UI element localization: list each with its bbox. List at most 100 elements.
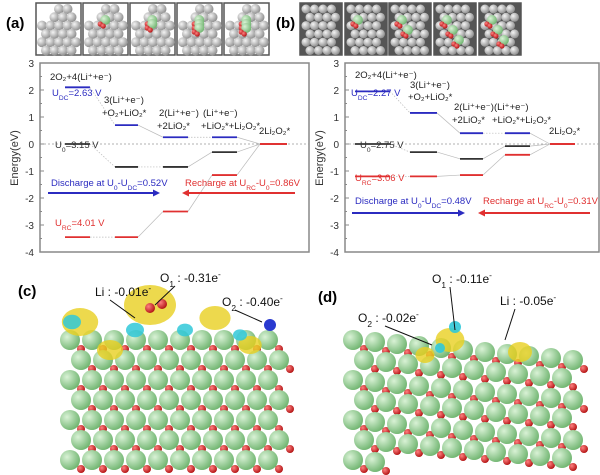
arrowhead bbox=[478, 209, 485, 217]
host-atom bbox=[506, 4, 515, 14]
structure-thumbnail bbox=[176, 2, 223, 56]
li-atom bbox=[354, 390, 374, 410]
host-atom bbox=[259, 20, 269, 31]
li-atom bbox=[453, 380, 473, 400]
y-axis-label: Energy(eV) bbox=[9, 130, 21, 186]
host-atom bbox=[403, 46, 412, 55]
host-atom bbox=[394, 46, 404, 55]
host-atom bbox=[242, 37, 252, 48]
state-label: 2Li₂O₂* bbox=[259, 126, 290, 137]
host-atom bbox=[439, 29, 449, 39]
y-tick-label: 0 bbox=[28, 140, 34, 151]
level-connector bbox=[436, 112, 461, 134]
host-atom bbox=[497, 4, 507, 14]
host-atom bbox=[331, 12, 340, 22]
structure-thumbnail bbox=[344, 2, 388, 56]
structure-thumbnail bbox=[223, 2, 270, 56]
o-atom bbox=[143, 465, 151, 473]
o-atom bbox=[437, 371, 445, 379]
li-atom bbox=[343, 330, 363, 350]
host-atom bbox=[246, 45, 256, 56]
host-atom bbox=[101, 37, 111, 48]
host-atom bbox=[139, 37, 150, 48]
li-atom bbox=[530, 406, 550, 426]
level-connector bbox=[236, 136, 261, 145]
o-atom bbox=[165, 465, 173, 473]
host-atom bbox=[62, 37, 73, 48]
host-atom bbox=[160, 12, 171, 23]
charge-depletion-isosurface bbox=[177, 323, 193, 337]
level-connector bbox=[436, 151, 461, 160]
y-tick-label: -1 bbox=[330, 167, 339, 178]
host-atom bbox=[489, 37, 498, 47]
state-label: 2(Li⁺+e⁻) +2LiO₂* bbox=[452, 102, 494, 126]
host-atom bbox=[363, 4, 373, 14]
charge-label: O2 : -0.02e- bbox=[358, 309, 419, 329]
annotation: URC=4.01 V bbox=[55, 218, 105, 232]
pointer-line bbox=[504, 308, 516, 341]
li-atom bbox=[365, 332, 385, 352]
li-atom bbox=[396, 15, 407, 25]
host-atom bbox=[355, 4, 364, 14]
host-atom bbox=[203, 37, 214, 48]
host-atom bbox=[314, 29, 323, 39]
li-atom bbox=[402, 25, 413, 35]
o1-atom bbox=[145, 303, 155, 313]
host-atom bbox=[190, 45, 201, 56]
o-atom bbox=[454, 43, 460, 49]
host-atom bbox=[254, 12, 265, 23]
li-atom bbox=[269, 390, 289, 410]
li-atom bbox=[442, 438, 462, 458]
o-atom bbox=[286, 405, 294, 413]
host-atom bbox=[131, 37, 141, 48]
host-atom bbox=[105, 45, 115, 56]
host-atom bbox=[465, 12, 474, 22]
o-atom bbox=[580, 405, 588, 413]
li-atom bbox=[376, 392, 396, 412]
structure-thumbnail bbox=[388, 2, 432, 56]
li-atom bbox=[104, 370, 124, 390]
li-atom bbox=[563, 430, 583, 450]
li-atom bbox=[148, 370, 168, 390]
li-atom bbox=[115, 430, 135, 450]
o-atom bbox=[147, 27, 153, 33]
structure-thumbnail bbox=[35, 2, 82, 56]
host-atom bbox=[399, 4, 408, 14]
li-atom bbox=[258, 410, 278, 430]
host-atom bbox=[254, 45, 265, 56]
li-atom bbox=[398, 394, 418, 414]
li-atom bbox=[475, 422, 495, 442]
host-atom bbox=[376, 46, 385, 55]
host-atom bbox=[156, 4, 167, 14]
o-atom bbox=[547, 421, 555, 429]
host-atom bbox=[327, 21, 336, 31]
li-atom bbox=[398, 354, 418, 374]
li-atom bbox=[453, 35, 464, 45]
o-atom bbox=[187, 465, 195, 473]
y-tick-label: 1 bbox=[333, 113, 339, 124]
y-tick-label: 1 bbox=[28, 113, 34, 124]
li-atom bbox=[137, 350, 157, 370]
li-atom bbox=[126, 450, 146, 470]
o-atom bbox=[286, 365, 294, 373]
li-atom bbox=[387, 374, 407, 394]
o-atom bbox=[580, 445, 588, 453]
li-atom bbox=[236, 450, 256, 470]
li-atom bbox=[486, 15, 497, 25]
o-atom bbox=[360, 465, 368, 473]
host-atom bbox=[314, 12, 323, 22]
li-atom bbox=[93, 390, 113, 410]
host-atom bbox=[435, 4, 445, 14]
li-atom bbox=[225, 350, 245, 370]
host-atom bbox=[331, 46, 340, 55]
host-atom bbox=[54, 4, 64, 14]
host-atom bbox=[372, 37, 381, 47]
li-atom bbox=[159, 390, 179, 410]
li-atom bbox=[365, 412, 385, 432]
li-atom bbox=[137, 390, 157, 410]
y-tick-label: -4 bbox=[330, 248, 339, 259]
o-atom bbox=[371, 445, 379, 453]
li-atom bbox=[82, 330, 102, 350]
li-atom bbox=[387, 334, 407, 354]
o-atom bbox=[503, 457, 511, 465]
